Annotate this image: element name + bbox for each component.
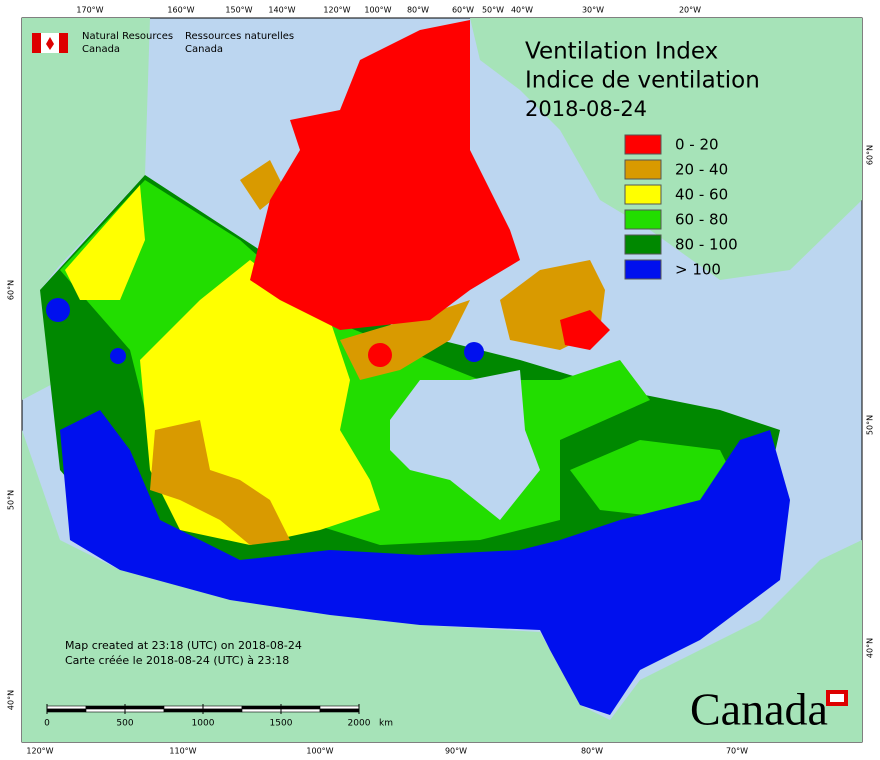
scale-label: 1000 (192, 719, 215, 729)
legend-swatch (624, 159, 662, 180)
scale-segment (46, 705, 87, 710)
scale-segment (280, 705, 321, 710)
flag-leaf (46, 37, 54, 50)
graticule-label: 60°N (866, 145, 875, 165)
scale-segment (124, 708, 165, 713)
graticule-label: 120°W (323, 6, 350, 15)
scale-label: 0 (44, 719, 50, 729)
scale-segment (163, 705, 204, 710)
scale-segment (280, 708, 321, 713)
scale-segment (163, 708, 204, 713)
org-en: Natural Resources (82, 31, 173, 42)
greenland (470, 18, 862, 280)
scale-segment (202, 705, 243, 710)
alaska (22, 18, 150, 400)
graticule-label: 140°W (268, 6, 295, 15)
org-fr: Canada (185, 44, 223, 55)
logo (32, 33, 68, 53)
legend-swatch (624, 234, 662, 255)
graticule-label: 60°W (452, 6, 474, 15)
graticule-label: 120°W (26, 747, 53, 756)
graticule-label: 40°N (866, 638, 875, 658)
graticule-label: 100°W (364, 6, 391, 15)
graticule-label: 30°W (582, 6, 604, 15)
graticule-label: 80°W (581, 747, 603, 756)
legend-swatch (624, 184, 662, 205)
hudson-bay (390, 370, 540, 520)
graticule-label: 20°W (679, 6, 701, 15)
zone (46, 298, 70, 322)
scale-segment (85, 708, 126, 713)
flag-bar (32, 33, 41, 53)
graticule-label: 90°W (445, 747, 467, 756)
scale-segment (241, 708, 282, 713)
zone (368, 343, 392, 367)
zone (150, 420, 290, 545)
title: Indice de ventilation (525, 68, 760, 94)
graticule-label: 170°W (76, 6, 103, 15)
org-en: Canada (82, 44, 120, 55)
legend-label: 0 - 20 (675, 136, 719, 154)
graticule-label: 150°W (225, 6, 252, 15)
graticule-label: 80°W (407, 6, 429, 15)
legend-label: 60 - 80 (675, 211, 728, 229)
graticule-label: 60°N (7, 280, 16, 300)
graticule-label: 100°W (306, 747, 333, 756)
scale-segment (124, 705, 165, 710)
scale-label: 2000 (348, 719, 371, 729)
title: Ventilation Index (525, 39, 718, 65)
graticule-label: 110°W (169, 747, 196, 756)
graticule-label: 50°N (7, 490, 16, 510)
graticule-label: 50°W (482, 6, 504, 15)
legend-swatch (624, 209, 662, 230)
graticule-label: 160°W (167, 6, 194, 15)
zone (60, 410, 790, 715)
graticule-label: 50°N (866, 415, 875, 435)
zone (250, 20, 520, 330)
org-fr: Ressources naturelles (185, 31, 294, 42)
scale-label: 1500 (270, 719, 293, 729)
zone (560, 310, 610, 350)
flag-bar (59, 33, 68, 53)
graticule-label: 40°W (511, 6, 533, 15)
wordmark-flag (826, 690, 848, 706)
scale-segment (319, 708, 360, 713)
scale-segment (85, 705, 126, 710)
usa (22, 430, 862, 742)
legend-label: 80 - 100 (675, 236, 738, 254)
zone (65, 185, 145, 300)
scale-label: 500 (116, 719, 133, 729)
graticule-label: 40°N (7, 690, 16, 710)
legend-label: 40 - 60 (675, 186, 728, 204)
graticule-label: 70°W (726, 747, 748, 756)
wordmark: Canada (690, 684, 828, 735)
zone (110, 348, 126, 364)
zone (464, 342, 484, 362)
legend-swatch (624, 134, 662, 155)
scale-segment (241, 705, 282, 710)
legend-label: > 100 (675, 261, 721, 279)
legend-swatch (624, 259, 662, 280)
scale-unit: km (379, 719, 393, 729)
zone (570, 440, 740, 520)
legend-label: 20 - 40 (675, 161, 728, 179)
land (22, 18, 862, 742)
scale-segment (202, 708, 243, 713)
scale-segment (319, 705, 360, 710)
note: Carte créée le 2018-08-24 (UTC) à 23:18 (65, 654, 289, 667)
scale-segment (46, 708, 87, 713)
date: 2018-08-24 (525, 97, 647, 121)
note: Map created at 23:18 (UTC) on 2018-08-24 (65, 639, 302, 652)
